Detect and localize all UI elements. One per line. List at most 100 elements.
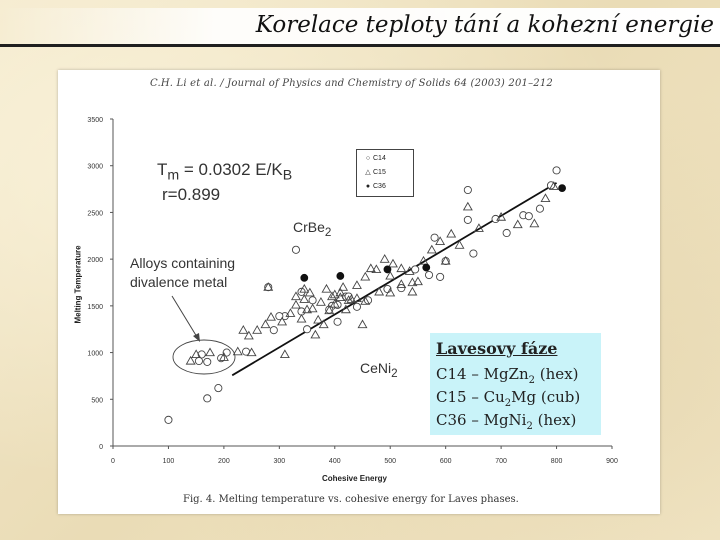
data-point-c15 — [310, 329, 321, 339]
data-point-c15 — [246, 347, 257, 357]
laves-row-suffix: Mg (cub) — [511, 388, 581, 406]
data-point-c15 — [379, 254, 390, 263]
data-point-c14 — [463, 185, 472, 195]
data-point-c15 — [290, 291, 301, 301]
data-point-c15 — [404, 266, 415, 275]
data-point-c15 — [374, 286, 385, 296]
data-point-c15 — [473, 223, 484, 232]
laves-row-c14: C14 – MgZn2 (hex) — [436, 365, 579, 386]
figure-panel — [58, 70, 660, 514]
data-point-c15 — [540, 193, 551, 203]
slide-title: Korelace teploty tání a kohezní energie — [255, 12, 714, 38]
data-point-c14 — [535, 204, 544, 213]
data-point-c14 — [524, 212, 533, 221]
data-point-c14 — [397, 284, 406, 293]
laves-phases-box: Lavesovy fáze C14 – MgZn2 (hex) C15 – Cu… — [430, 333, 601, 435]
x-tick-label: 700 — [495, 458, 507, 465]
data-point-c15 — [407, 286, 418, 296]
y-tick-label: 0 — [99, 444, 103, 451]
data-point-c15 — [496, 211, 507, 221]
annotation-crbe2-sub: 2 — [324, 225, 332, 239]
y-axis-title: Melting Temperature — [73, 245, 83, 324]
x-tick-label: 200 — [218, 458, 230, 465]
data-point-c36 — [422, 263, 431, 272]
data-point-c15 — [252, 325, 263, 334]
data-point-c14 — [291, 245, 301, 254]
annotation-alloys-line2: divalence metal — [130, 274, 228, 290]
data-point-c15 — [313, 314, 324, 324]
data-point-c15 — [340, 304, 351, 314]
data-point-c15 — [218, 352, 229, 361]
annotation-ceni2: CeNi2 — [360, 360, 398, 380]
data-point-c14 — [333, 317, 342, 326]
x-tick-label: 800 — [551, 458, 563, 465]
laves-row-sub: 2 — [528, 375, 536, 386]
data-point-c15 — [529, 218, 540, 228]
formula-sub-m: m — [167, 167, 180, 184]
annotation-ceni2-sub: 2 — [391, 366, 398, 380]
data-point-c15 — [396, 263, 407, 273]
data-point-c15 — [318, 319, 329, 329]
data-point-c14 — [275, 312, 284, 321]
data-point-c15 — [435, 236, 446, 245]
filled-circle-icon: ● — [365, 183, 371, 190]
laves-row-c36: C36 – MgNi2 (hex) — [436, 411, 576, 432]
data-point-c36 — [558, 184, 566, 193]
data-point-c15 — [335, 287, 346, 297]
laves-row-sub: 2 — [504, 398, 512, 409]
legend-item-c14: ○ C14 — [363, 153, 386, 164]
data-point-c15 — [260, 319, 271, 329]
data-point-c15 — [263, 282, 274, 291]
data-point-c15 — [357, 319, 368, 329]
correlation-coefficient: r=0.899 — [162, 185, 221, 205]
laves-row-suffix: (hex) — [532, 411, 577, 429]
laves-row-prefix: C36 – MgNi — [436, 411, 527, 429]
title-underline — [0, 44, 720, 47]
x-tick-label: 600 — [440, 458, 452, 465]
data-point-c15 — [243, 330, 254, 340]
data-point-c15 — [446, 228, 457, 238]
laves-row-prefix: C15 – Cu — [436, 388, 505, 406]
annotation-arrow — [171, 295, 198, 338]
y-tick-label: 3500 — [87, 117, 103, 124]
data-point-c14 — [203, 394, 212, 403]
annotation-ceni2-text: CeNi — [360, 360, 392, 376]
annotation-alloys: Alloys containing divalence metal — [130, 254, 235, 292]
y-tick-label: 1000 — [87, 351, 103, 358]
legend-item-c15: △ C15 — [363, 167, 386, 178]
y-tick-label: 500 — [91, 397, 103, 404]
data-point-c15 — [302, 304, 313, 314]
open-triangle-icon: △ — [365, 169, 371, 176]
legend-label: C14 — [373, 155, 386, 162]
data-point-c15 — [205, 347, 216, 357]
data-point-c15 — [454, 240, 465, 249]
data-point-c14 — [164, 415, 173, 424]
data-point-c15 — [285, 308, 296, 317]
title-band-highlight — [0, 8, 720, 44]
arrowhead-icon — [193, 333, 200, 342]
data-point-c15 — [548, 181, 559, 190]
data-point-c15 — [351, 293, 362, 302]
data-point-c15 — [385, 287, 396, 297]
x-tick-label: 500 — [384, 458, 396, 465]
x-tick-label: 900 — [606, 458, 618, 465]
data-point-c15 — [266, 311, 276, 321]
data-point-c36 — [300, 273, 309, 282]
data-point-c15 — [407, 277, 418, 287]
data-point-c15 — [279, 349, 290, 359]
data-point-c36 — [383, 265, 392, 274]
laves-row-suffix: (hex) — [535, 365, 579, 383]
data-point-c15 — [315, 297, 326, 306]
data-point-c15 — [324, 305, 335, 315]
data-point-c14 — [491, 214, 500, 224]
open-circle-icon: ○ — [365, 155, 371, 162]
formula-t: T — [157, 160, 168, 179]
laves-row-prefix: C14 – MgZn — [436, 365, 529, 383]
annotation-crbe2-text: CrBe — [293, 219, 325, 235]
x-axis-title: Cohesive Energy — [322, 474, 387, 483]
data-point-c15 — [371, 264, 382, 274]
formula-sub-b: B — [282, 167, 293, 184]
data-point-c14 — [411, 265, 420, 274]
figure-header: C.H. Li et al. / Journal of Physics and … — [150, 78, 553, 89]
